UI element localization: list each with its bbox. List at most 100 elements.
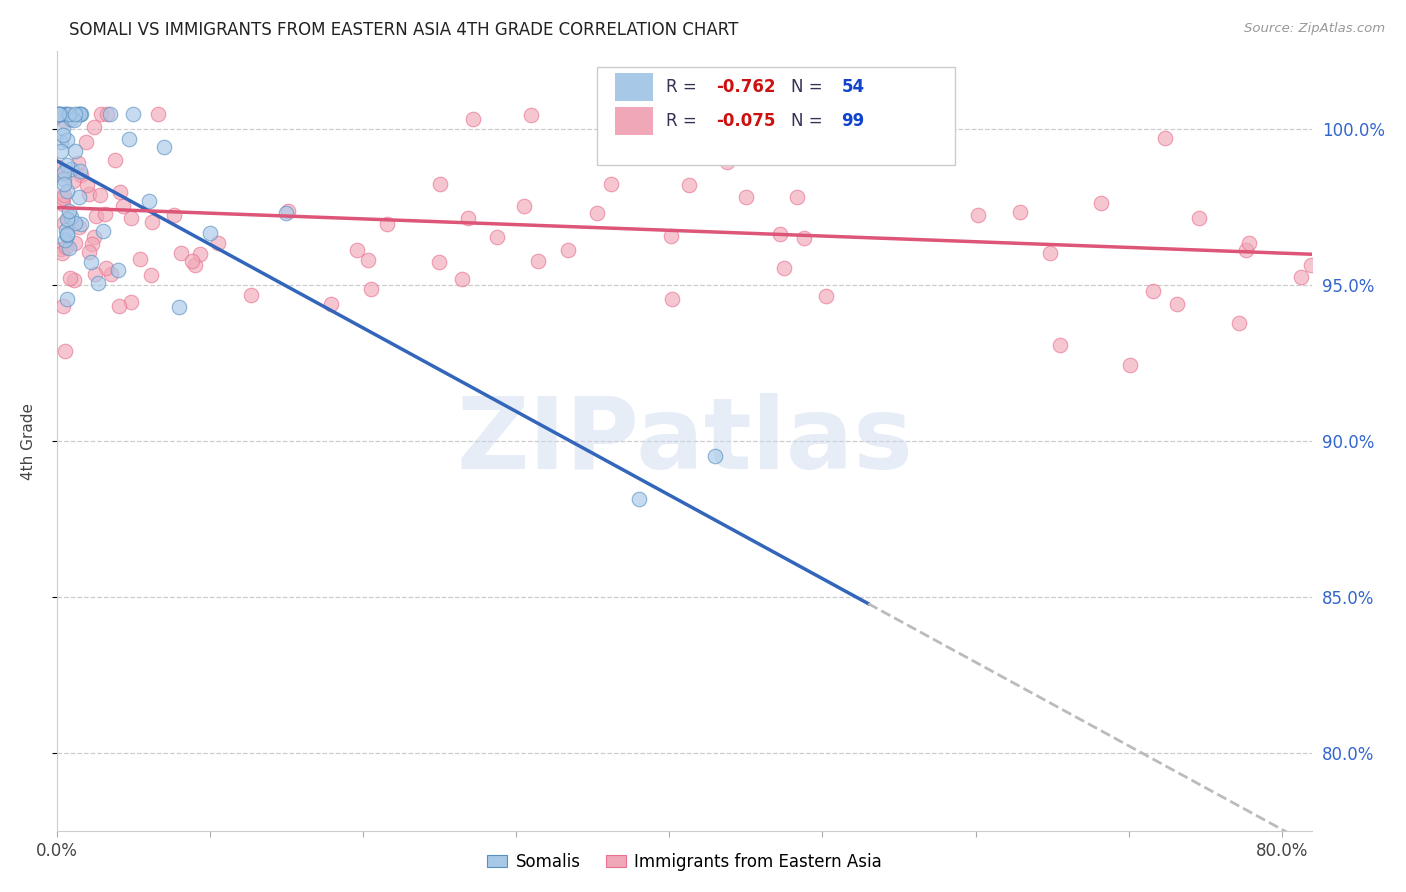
Point — [121, 211, 143, 225]
Point — [53, 233, 76, 247]
Point — [627, 492, 650, 507]
Point — [239, 288, 262, 302]
Text: Source: ZipAtlas.com: Source: ZipAtlas.com — [1244, 22, 1385, 36]
Point — [48, 107, 70, 121]
Point — [184, 258, 207, 272]
Point — [52, 177, 75, 191]
Point — [86, 209, 108, 223]
Point — [51, 144, 73, 158]
Point — [1154, 131, 1177, 145]
Point — [59, 210, 82, 224]
Point — [52, 128, 75, 142]
Text: ZIPatlas: ZIPatlas — [456, 393, 912, 490]
Point — [90, 107, 112, 121]
Point — [1299, 258, 1322, 272]
Point — [87, 277, 110, 291]
Point — [1119, 358, 1142, 372]
Point — [58, 203, 80, 218]
Point — [153, 140, 176, 154]
Point — [451, 272, 474, 286]
Point — [1049, 338, 1071, 352]
Point — [60, 162, 83, 177]
Point — [59, 270, 82, 285]
Point — [55, 240, 77, 254]
Point — [62, 273, 84, 287]
Point — [735, 190, 758, 204]
Point — [52, 191, 75, 205]
Text: N =: N = — [792, 112, 828, 130]
Point — [463, 112, 485, 126]
Point — [91, 224, 114, 238]
Point — [65, 236, 87, 251]
Point — [429, 177, 451, 191]
Text: -0.762: -0.762 — [716, 78, 776, 95]
Text: SOMALI VS IMMIGRANTS FROM EASTERN ASIA 4TH GRADE CORRELATION CHART: SOMALI VS IMMIGRANTS FROM EASTERN ASIA 4… — [69, 21, 738, 39]
Point — [53, 187, 76, 202]
Point — [786, 133, 808, 147]
Point — [188, 247, 211, 261]
Point — [520, 108, 543, 122]
Point — [118, 132, 141, 146]
Point — [104, 153, 127, 168]
Point — [58, 107, 80, 121]
Point — [692, 143, 714, 157]
Point — [46, 107, 69, 121]
Point — [84, 267, 107, 281]
Point — [678, 178, 700, 193]
Bar — [616, 72, 654, 101]
Point — [786, 190, 808, 204]
Point — [56, 211, 79, 226]
Point — [814, 289, 837, 303]
Point — [77, 186, 100, 201]
Point — [346, 244, 368, 258]
Point — [966, 208, 988, 222]
Point — [148, 107, 170, 121]
Point — [63, 112, 86, 127]
Point — [277, 203, 299, 218]
Point — [98, 107, 121, 121]
Point — [1039, 246, 1062, 260]
Text: N =: N = — [792, 78, 828, 95]
Point — [207, 236, 229, 251]
Point — [1227, 316, 1250, 330]
Point — [69, 163, 91, 178]
Point — [63, 215, 86, 229]
Text: -0.075: -0.075 — [716, 112, 775, 130]
Text: R =: R = — [665, 78, 702, 95]
Point — [76, 178, 98, 192]
Point — [100, 268, 122, 282]
Point — [52, 167, 75, 181]
Point — [600, 177, 623, 191]
Point — [704, 449, 727, 463]
Point — [83, 120, 105, 134]
Text: 54: 54 — [842, 78, 865, 95]
FancyBboxPatch shape — [596, 67, 955, 165]
Point — [141, 215, 163, 229]
Point — [79, 244, 101, 259]
Point — [56, 107, 79, 121]
Point — [89, 187, 111, 202]
Point — [69, 107, 91, 121]
Legend: Somalis, Immigrants from Eastern Asia: Somalis, Immigrants from Eastern Asia — [481, 847, 889, 878]
Point — [94, 260, 117, 275]
Point — [513, 199, 536, 213]
Point — [52, 197, 75, 211]
Point — [198, 226, 221, 240]
Point — [793, 231, 815, 245]
Point — [53, 344, 76, 359]
Point — [59, 112, 82, 126]
Point — [527, 254, 550, 268]
Point — [773, 261, 796, 276]
Point — [170, 245, 193, 260]
Point — [1234, 244, 1257, 258]
Point — [659, 229, 682, 244]
Point — [69, 107, 91, 121]
Point — [53, 216, 76, 230]
Point — [769, 227, 792, 241]
Text: 99: 99 — [842, 112, 865, 130]
Point — [55, 107, 77, 121]
Point — [69, 217, 91, 231]
Point — [55, 133, 77, 147]
Point — [51, 242, 73, 256]
Point — [96, 107, 118, 121]
